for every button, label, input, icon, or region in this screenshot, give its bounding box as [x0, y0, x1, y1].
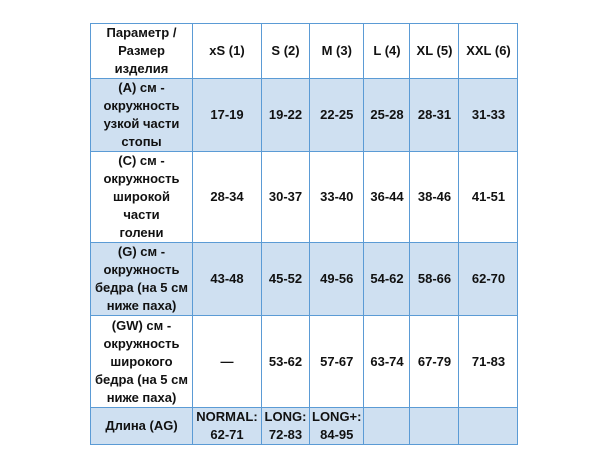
table-row: (G) см - окружность бедра (на 5 см ниже … [90, 242, 519, 316]
table-cell [409, 407, 460, 445]
table-cell: 38-46 [409, 151, 460, 243]
table-cell: 57-67 [308, 315, 365, 408]
table-cell: 41-51 [458, 151, 519, 243]
row-label: (C) см - окружность широкой части голени [90, 151, 193, 243]
table-cell: 53-62 [261, 315, 310, 408]
table-row: (C) см - окружность широкой части голени… [90, 151, 519, 243]
table-cell: 71-83 [458, 315, 519, 408]
table-cell: LONG: 72-83 [261, 407, 310, 445]
table-row: (A) см - окружность узкой части стопы 17… [90, 78, 519, 152]
header-cell: S (2) [261, 23, 310, 79]
table-cell: 28-31 [409, 78, 460, 152]
table-cell: 45-52 [261, 242, 310, 316]
table-cell: LONG+: 84-95 [308, 407, 365, 445]
table-cell: 58-66 [409, 242, 460, 316]
table-cell: 31-33 [458, 78, 519, 152]
size-chart-table: Параметр / Размер изделия xS (1) S (2) M… [90, 23, 519, 445]
table-cell: NORMAL: 62-71 [192, 407, 262, 445]
table-cell: 30-37 [261, 151, 310, 243]
row-label: (G) см - окружность бедра (на 5 см ниже … [90, 242, 193, 316]
table-cell: 25-28 [363, 78, 411, 152]
table-cell [458, 407, 519, 445]
table-cell: 49-56 [308, 242, 365, 316]
table-cell: — [192, 315, 262, 408]
table-cell: 19-22 [261, 78, 310, 152]
table-cell: 63-74 [363, 315, 411, 408]
table-cell: 43-48 [192, 242, 262, 316]
table-cell: 36-44 [363, 151, 411, 243]
table-cell: 22-25 [308, 78, 365, 152]
table-cell: 62-70 [458, 242, 519, 316]
row-label: (GW) см - окружность широкого бедра (на … [90, 315, 193, 408]
header-cell: XL (5) [409, 23, 460, 79]
table-cell: 17-19 [192, 78, 262, 152]
table-cell: 54-62 [363, 242, 411, 316]
row-label: Длина (AG) [90, 407, 193, 445]
table-row: (GW) см - окружность широкого бедра (на … [90, 315, 519, 408]
header-row: Параметр / Размер изделия xS (1) S (2) M… [90, 23, 519, 79]
table-row: Длина (AG) NORMAL: 62-71 LONG: 72-83 LON… [90, 407, 519, 445]
row-label: (A) см - окружность узкой части стопы [90, 78, 193, 152]
header-cell: L (4) [363, 23, 411, 79]
header-cell: M (3) [308, 23, 365, 79]
table-cell [363, 407, 411, 445]
table-cell: 33-40 [308, 151, 365, 243]
header-cell: xS (1) [192, 23, 262, 79]
header-cell-parameter: Параметр / Размер изделия [90, 23, 193, 79]
table-cell: 28-34 [192, 151, 262, 243]
header-cell: XXL (6) [458, 23, 519, 79]
table-cell: 67-79 [409, 315, 460, 408]
